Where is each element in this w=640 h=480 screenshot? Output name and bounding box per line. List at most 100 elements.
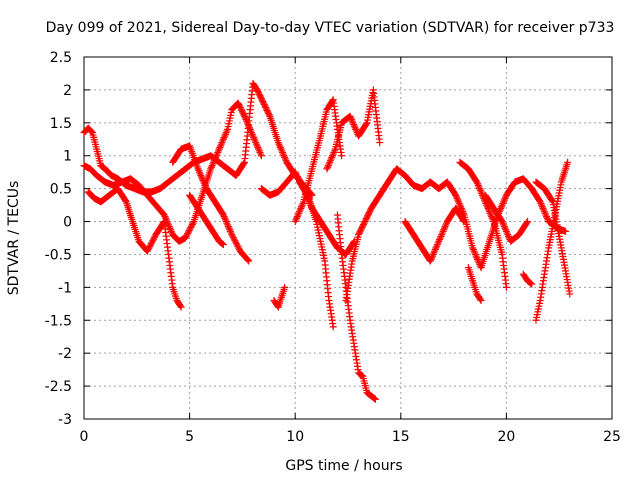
data-point bbox=[252, 139, 260, 147]
data-point bbox=[293, 214, 301, 222]
data-point bbox=[186, 225, 194, 233]
data-point bbox=[350, 122, 358, 130]
data-point bbox=[252, 140, 260, 148]
data-point bbox=[207, 163, 215, 171]
data-point bbox=[538, 203, 546, 211]
data-point bbox=[457, 203, 465, 211]
data-point bbox=[121, 197, 129, 205]
data-point bbox=[277, 145, 285, 153]
data-point bbox=[167, 227, 175, 235]
data-point bbox=[176, 302, 184, 310]
data-point bbox=[146, 243, 154, 251]
data-point bbox=[217, 142, 225, 150]
data-point bbox=[329, 323, 337, 331]
data-point bbox=[439, 227, 447, 235]
data-point bbox=[88, 128, 96, 136]
data-point bbox=[500, 221, 508, 229]
data-point bbox=[218, 239, 226, 247]
data-point bbox=[489, 216, 497, 224]
x-axis-label: GPS time / hours bbox=[285, 458, 402, 474]
y-tick-label: 2 bbox=[63, 83, 72, 99]
data-point bbox=[220, 213, 228, 221]
data-point bbox=[471, 250, 479, 258]
data-point bbox=[487, 211, 495, 219]
data-point bbox=[295, 209, 303, 217]
data-point bbox=[166, 224, 174, 232]
data-point bbox=[303, 190, 311, 198]
data-point bbox=[536, 198, 544, 206]
data-point bbox=[145, 244, 153, 252]
data-point bbox=[225, 224, 233, 232]
data-point bbox=[349, 119, 357, 127]
data-point bbox=[222, 130, 230, 138]
data-point bbox=[229, 232, 237, 240]
data-point bbox=[281, 283, 289, 291]
data-point bbox=[149, 237, 157, 245]
data-point bbox=[427, 255, 435, 263]
data-point bbox=[228, 231, 236, 239]
data-point bbox=[358, 372, 366, 380]
data-point bbox=[275, 140, 283, 148]
data-point bbox=[440, 224, 448, 232]
y-tick-label: -2.5 bbox=[45, 379, 72, 395]
series-track-e bbox=[186, 191, 227, 249]
data-point bbox=[167, 226, 175, 234]
data-point bbox=[187, 224, 195, 232]
data-point bbox=[294, 211, 302, 219]
data-point bbox=[350, 120, 358, 128]
data-point bbox=[564, 158, 572, 166]
data-point bbox=[189, 219, 197, 227]
data-point bbox=[222, 129, 230, 137]
data-point bbox=[486, 209, 494, 217]
data-point bbox=[257, 150, 265, 158]
x-tick-label: 10 bbox=[286, 429, 304, 445]
data-point bbox=[241, 114, 249, 122]
data-point bbox=[196, 170, 204, 178]
data-point bbox=[209, 160, 217, 168]
chart-title: Day 099 of 2021, Sidereal Day-to-day VTE… bbox=[46, 20, 615, 36]
data-point bbox=[293, 171, 301, 179]
data-point bbox=[250, 135, 258, 143]
data-point bbox=[540, 206, 548, 214]
data-point bbox=[528, 280, 536, 288]
data-point bbox=[488, 214, 496, 222]
data-point bbox=[323, 165, 331, 173]
y-tick-label: 0 bbox=[63, 215, 72, 231]
data-point bbox=[454, 196, 462, 204]
data-point bbox=[292, 216, 300, 224]
data-point bbox=[223, 219, 231, 227]
data-point bbox=[255, 147, 263, 155]
data-point bbox=[527, 279, 535, 287]
data-point bbox=[501, 224, 509, 232]
data-point bbox=[222, 216, 230, 224]
data-point bbox=[200, 178, 208, 186]
data-point bbox=[455, 198, 463, 206]
data-point bbox=[148, 238, 156, 246]
data-point bbox=[456, 201, 464, 209]
data-point bbox=[452, 191, 460, 199]
data-point bbox=[162, 214, 170, 222]
data-point bbox=[241, 112, 249, 120]
series-track-j bbox=[323, 86, 384, 173]
series-track-r bbox=[532, 178, 574, 298]
data-point bbox=[147, 240, 155, 248]
y-axis-label: SDTVAR / TECUs bbox=[6, 181, 22, 296]
data-point bbox=[244, 120, 252, 128]
data-point bbox=[325, 160, 333, 168]
data-point bbox=[548, 197, 556, 205]
data-point bbox=[223, 127, 231, 135]
data-point bbox=[543, 214, 551, 222]
data-point bbox=[474, 255, 482, 263]
data-point bbox=[538, 201, 546, 209]
data-point bbox=[240, 111, 248, 119]
data-point bbox=[497, 203, 505, 211]
data-point bbox=[150, 234, 158, 242]
data-point bbox=[526, 279, 534, 287]
y-tick-label: -2 bbox=[58, 346, 72, 362]
data-point bbox=[212, 153, 220, 161]
data-point bbox=[222, 218, 230, 226]
data-point bbox=[253, 142, 261, 150]
data-point bbox=[476, 295, 484, 303]
data-point bbox=[298, 201, 306, 209]
data-point bbox=[474, 180, 482, 188]
